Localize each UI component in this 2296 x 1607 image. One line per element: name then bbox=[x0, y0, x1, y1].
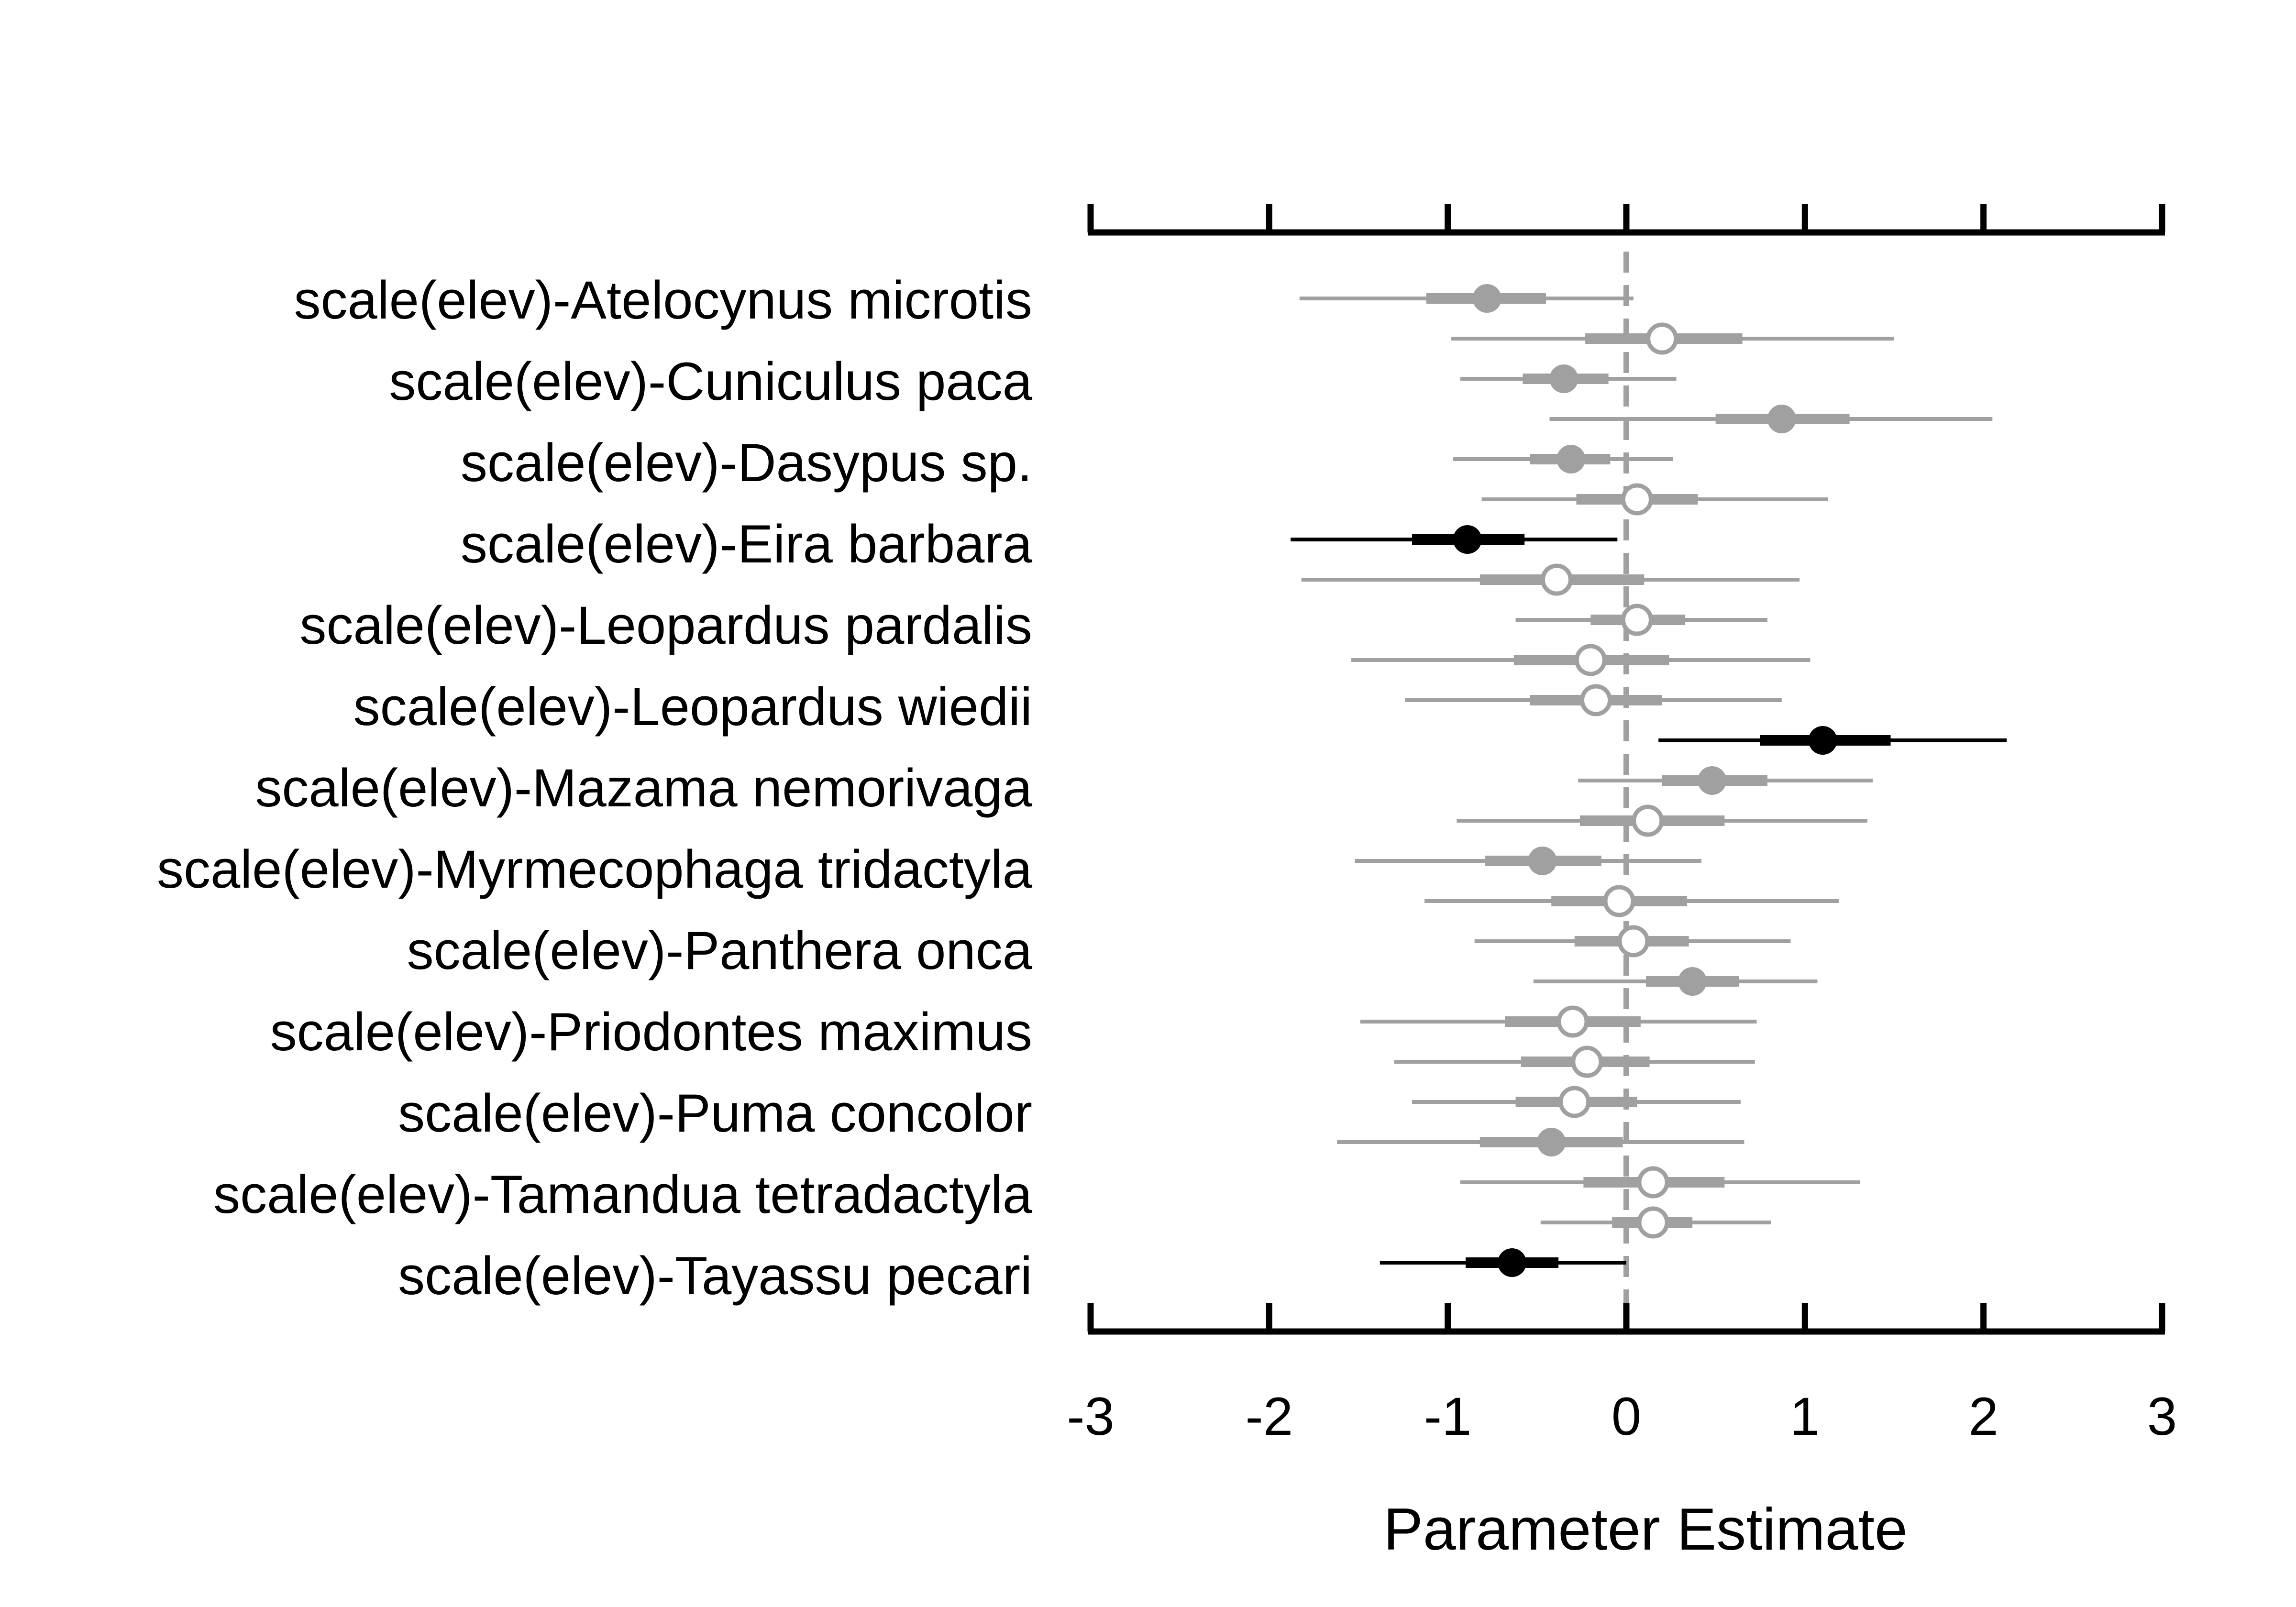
x-tick-label: 2 bbox=[1969, 1387, 1998, 1446]
point-estimate-open bbox=[1637, 1166, 1669, 1199]
point-estimate-open bbox=[1621, 483, 1653, 516]
axes: -3 -2 -1 0 1 2 3 bbox=[1067, 204, 2177, 1446]
estimate-row-10 bbox=[1351, 644, 1810, 676]
point-estimate-open bbox=[1571, 1046, 1603, 1078]
row-label: scale(elev)-Puma concolor bbox=[398, 1083, 1032, 1143]
row-label: scale(elev)-Atelocynus microtis bbox=[294, 270, 1032, 330]
estimate-row-21 bbox=[1412, 1086, 1741, 1118]
row-label: scale(elev)-Panthera onca bbox=[407, 921, 1033, 980]
x-tick-label: 3 bbox=[2147, 1387, 2177, 1446]
x-tick-label: -2 bbox=[1246, 1387, 1293, 1446]
estimate-row-1 bbox=[1299, 284, 1634, 313]
estimate-row-5 bbox=[1453, 445, 1673, 473]
point-estimate-filled bbox=[1767, 405, 1796, 433]
point-estimate-filled bbox=[1472, 284, 1501, 313]
estimate-row-19 bbox=[1360, 1005, 1757, 1038]
row-label: scale(elev)-Priodontes maximus bbox=[270, 1002, 1032, 1062]
x-tick-label: -1 bbox=[1424, 1387, 1472, 1446]
estimate-row-15 bbox=[1355, 847, 1701, 875]
estimate-row-22 bbox=[1337, 1128, 1744, 1156]
point-estimate-filled bbox=[1498, 1248, 1527, 1277]
point-estimate-filled bbox=[1537, 1128, 1566, 1156]
estimate-row-20 bbox=[1394, 1046, 1755, 1078]
point-estimate-open bbox=[1621, 604, 1653, 636]
estimate-row-8 bbox=[1301, 563, 1800, 596]
point-estimate-open bbox=[1556, 1005, 1589, 1038]
estimate-row-16 bbox=[1424, 885, 1839, 917]
row-label: scale(elev)-Leopardus wiedii bbox=[353, 677, 1032, 737]
row-label: scale(elev)-Leopardus pardalis bbox=[300, 595, 1032, 655]
point-estimate-open bbox=[1580, 684, 1612, 716]
estimate-row-7 bbox=[1291, 525, 1618, 554]
estimate-row-11 bbox=[1405, 684, 1782, 716]
row-label: scale(elev)-Eira barbara bbox=[461, 514, 1033, 574]
row-label: scale(elev)-Tamandua tetradactyla bbox=[213, 1165, 1033, 1224]
estimate-row-6 bbox=[1481, 483, 1828, 516]
row-label: scale(elev)-Tayassu pecari bbox=[398, 1246, 1032, 1306]
point-estimate-filled bbox=[1678, 967, 1707, 996]
point-estimate-open bbox=[1637, 1206, 1669, 1239]
estimate-row-3 bbox=[1460, 364, 1677, 393]
point-estimate-filled bbox=[1698, 766, 1727, 795]
point-estimate-open bbox=[1574, 644, 1607, 676]
bottom-axis: -3 -2 -1 0 1 2 3 bbox=[1067, 1303, 2177, 1446]
point-estimate-filled bbox=[1808, 726, 1837, 755]
estimate-row-17 bbox=[1474, 925, 1791, 958]
point-estimate-open bbox=[1617, 925, 1650, 958]
point-estimate-open bbox=[1603, 885, 1635, 917]
row-label: scale(elev)-Mazama nemorivaga bbox=[255, 758, 1032, 818]
x-tick-label: -3 bbox=[1067, 1387, 1115, 1446]
estimate-row-12 bbox=[1658, 726, 2007, 755]
row-label: scale(elev)-Cuniculus paca bbox=[389, 352, 1032, 411]
x-tick-label: 1 bbox=[1790, 1387, 1820, 1446]
point-estimate-filled bbox=[1549, 364, 1578, 393]
estimate-row-2 bbox=[1451, 322, 1894, 355]
estimate-row-9 bbox=[1515, 604, 1767, 636]
point-estimate-filled bbox=[1528, 847, 1557, 875]
estimate-row-4 bbox=[1549, 405, 1993, 433]
estimate-row-25 bbox=[1380, 1248, 1626, 1277]
row-label: scale(elev)-Myrmecophaga tridactyla bbox=[157, 839, 1033, 899]
data-rows bbox=[1291, 284, 2007, 1277]
estimate-row-23 bbox=[1460, 1166, 1861, 1199]
x-axis-title: Parameter Estimate bbox=[1383, 1497, 1908, 1563]
row-label: scale(elev)-Dasypus sp. bbox=[461, 433, 1032, 493]
point-estimate-open bbox=[1646, 322, 1678, 355]
estimate-row-13 bbox=[1578, 766, 1873, 795]
estimate-row-14 bbox=[1457, 804, 1867, 837]
estimate-row-18 bbox=[1533, 967, 1818, 996]
x-tick-label: 0 bbox=[1612, 1387, 1641, 1446]
row-labels: scale(elev)-Atelocynus microtis scale(ele… bbox=[157, 270, 1033, 1306]
point-estimate-open bbox=[1632, 804, 1664, 837]
estimate-row-24 bbox=[1540, 1206, 1771, 1239]
point-estimate-filled bbox=[1556, 445, 1586, 473]
top-axis bbox=[1087, 204, 2165, 236]
point-estimate-filled bbox=[1453, 525, 1482, 554]
point-estimate-open bbox=[1558, 1086, 1591, 1118]
point-estimate-open bbox=[1540, 563, 1573, 596]
